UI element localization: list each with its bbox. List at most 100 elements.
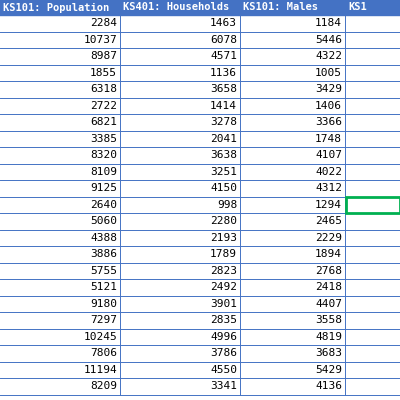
Text: 3886: 3886	[90, 249, 117, 259]
Bar	[0, 246, 400, 262]
Text: 3558: 3558	[315, 315, 342, 325]
Text: 2418: 2418	[315, 282, 342, 292]
Text: 4312: 4312	[315, 183, 342, 193]
Text: 7806: 7806	[90, 348, 117, 358]
Text: KS401: Households: KS401: Households	[123, 2, 229, 12]
Text: 2284: 2284	[90, 18, 117, 28]
Text: 2041: 2041	[210, 134, 237, 144]
Text: 1406: 1406	[315, 101, 342, 111]
Text: 3429: 3429	[315, 84, 342, 94]
Bar	[0, 81, 400, 98]
Text: 8109: 8109	[90, 167, 117, 177]
Text: 4388: 4388	[90, 233, 117, 243]
Text: 8209: 8209	[90, 381, 117, 391]
Text: 2229: 2229	[315, 233, 342, 243]
Text: KS101: Males: KS101: Males	[243, 2, 318, 12]
Bar	[0, 378, 400, 394]
Text: 3278: 3278	[210, 117, 237, 127]
Text: 3786: 3786	[210, 348, 237, 358]
Text: KS101: Population: KS101: Population	[3, 2, 109, 12]
Text: KS1: KS1	[348, 2, 367, 12]
Text: 3385: 3385	[90, 134, 117, 144]
Text: 8987: 8987	[90, 51, 117, 61]
Bar	[0, 296, 400, 312]
Text: 10737: 10737	[83, 35, 117, 45]
Text: 4819: 4819	[315, 332, 342, 342]
Text: 5755: 5755	[90, 266, 117, 276]
Bar	[0, 362, 400, 378]
Bar	[345, 0, 400, 15]
Bar	[0, 114, 400, 130]
Text: 8320: 8320	[90, 150, 117, 160]
Bar	[346, 197, 400, 212]
Text: 1414: 1414	[210, 101, 237, 111]
Text: 2835: 2835	[210, 315, 237, 325]
Text: 3341: 3341	[210, 381, 237, 391]
Text: 5121: 5121	[90, 282, 117, 292]
Bar	[0, 328, 400, 345]
Bar	[0, 32, 400, 48]
Text: 9180: 9180	[90, 299, 117, 309]
Text: 10245: 10245	[83, 332, 117, 342]
Bar	[0, 164, 400, 180]
Text: 1894: 1894	[315, 249, 342, 259]
Text: 3366: 3366	[315, 117, 342, 127]
Text: 6318: 6318	[90, 84, 117, 94]
Text: 1005: 1005	[315, 68, 342, 78]
Text: 1136: 1136	[210, 68, 237, 78]
Bar	[0, 262, 400, 279]
Text: 1855: 1855	[90, 68, 117, 78]
Bar	[120, 0, 240, 15]
Text: 4996: 4996	[210, 332, 237, 342]
Text: 11194: 11194	[83, 365, 117, 375]
Text: 998: 998	[217, 200, 237, 210]
Bar	[0, 213, 400, 230]
Bar	[0, 130, 400, 147]
Text: 2640: 2640	[90, 200, 117, 210]
Bar	[0, 147, 400, 164]
Text: 5060: 5060	[90, 216, 117, 226]
Bar	[0, 196, 400, 213]
Text: 3638: 3638	[210, 150, 237, 160]
Text: 1789: 1789	[210, 249, 237, 259]
Text: 4322: 4322	[315, 51, 342, 61]
Text: 2768: 2768	[315, 266, 342, 276]
Bar	[0, 0, 120, 15]
Text: 1184: 1184	[315, 18, 342, 28]
Text: 4407: 4407	[315, 299, 342, 309]
Text: 1748: 1748	[315, 134, 342, 144]
Text: 9125: 9125	[90, 183, 117, 193]
Text: 5429: 5429	[315, 365, 342, 375]
Text: 1294: 1294	[315, 200, 342, 210]
Bar	[0, 48, 400, 64]
Text: 2492: 2492	[210, 282, 237, 292]
Text: 7297: 7297	[90, 315, 117, 325]
Text: 2280: 2280	[210, 216, 237, 226]
Text: 4150: 4150	[210, 183, 237, 193]
Bar	[240, 0, 345, 15]
Bar	[0, 279, 400, 296]
Bar	[0, 230, 400, 246]
Text: 4136: 4136	[315, 381, 342, 391]
Text: 4107: 4107	[315, 150, 342, 160]
Text: 4571: 4571	[210, 51, 237, 61]
Text: 6078: 6078	[210, 35, 237, 45]
Text: 4022: 4022	[315, 167, 342, 177]
Text: 3658: 3658	[210, 84, 237, 94]
Bar	[0, 312, 400, 328]
Bar	[0, 98, 400, 114]
Text: 3683: 3683	[315, 348, 342, 358]
Text: 2193: 2193	[210, 233, 237, 243]
Bar	[0, 180, 400, 196]
Text: 4550: 4550	[210, 365, 237, 375]
Bar	[0, 345, 400, 362]
Text: 5446: 5446	[315, 35, 342, 45]
Text: 3251: 3251	[210, 167, 237, 177]
Text: 2465: 2465	[315, 216, 342, 226]
Text: 2823: 2823	[210, 266, 237, 276]
Text: 2722: 2722	[90, 101, 117, 111]
Text: 1463: 1463	[210, 18, 237, 28]
Text: 6821: 6821	[90, 117, 117, 127]
Bar	[0, 15, 400, 32]
Bar	[0, 64, 400, 81]
